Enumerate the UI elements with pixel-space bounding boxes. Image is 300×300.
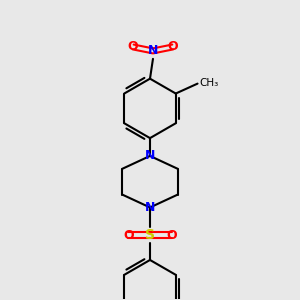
Text: O: O — [167, 40, 178, 53]
Text: S: S — [145, 228, 155, 242]
Text: CH₃: CH₃ — [200, 78, 219, 88]
Text: N: N — [145, 149, 155, 162]
Text: O: O — [128, 40, 139, 53]
Text: N: N — [145, 201, 155, 214]
Text: O: O — [123, 229, 134, 242]
Text: N: N — [148, 44, 158, 57]
Text: O: O — [167, 229, 177, 242]
